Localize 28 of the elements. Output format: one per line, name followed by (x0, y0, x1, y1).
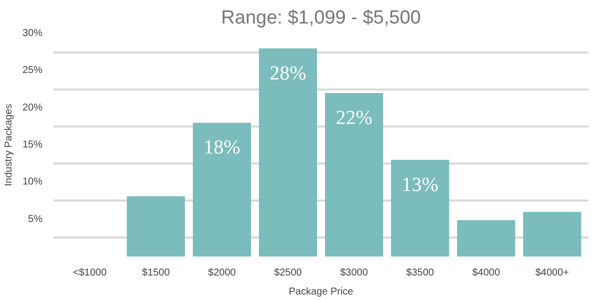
x-tick-label: $2000 (208, 268, 236, 278)
chart-title: Range: $1,099 - $5,500 (221, 8, 421, 28)
bar (324, 92, 384, 256)
bar (192, 122, 251, 256)
y-tick-label: 10% (22, 176, 43, 188)
data-label: 22% (336, 106, 372, 129)
bar (391, 160, 450, 256)
y-tick-label: 15% (22, 140, 43, 150)
y-tick-label: 25% (22, 65, 43, 76)
x-tick-label: $1500 (142, 268, 170, 278)
bar (457, 220, 516, 256)
x-tick-label: <$1000 (73, 268, 108, 278)
data-label: 13% (402, 174, 438, 196)
y-tick-label: 5% (28, 214, 43, 225)
y-axis-title: Industry Packages (3, 104, 14, 186)
data-label: 18% (204, 136, 240, 159)
bar (523, 212, 582, 256)
y-tick-label: 30% (22, 28, 43, 39)
x-tick-label: $4000 (472, 268, 500, 278)
x-tick-label: $2500 (274, 268, 302, 278)
bar (126, 196, 185, 256)
y-tick-label: 20% (22, 102, 43, 114)
x-tick-label: $3000 (340, 268, 368, 278)
x-tick-label: $4000+ (535, 268, 570, 278)
x-axis-title: Package Price (288, 286, 354, 298)
x-tick-label: $3500 (406, 268, 434, 278)
data-label: 28% (270, 62, 306, 84)
bar (258, 48, 318, 256)
